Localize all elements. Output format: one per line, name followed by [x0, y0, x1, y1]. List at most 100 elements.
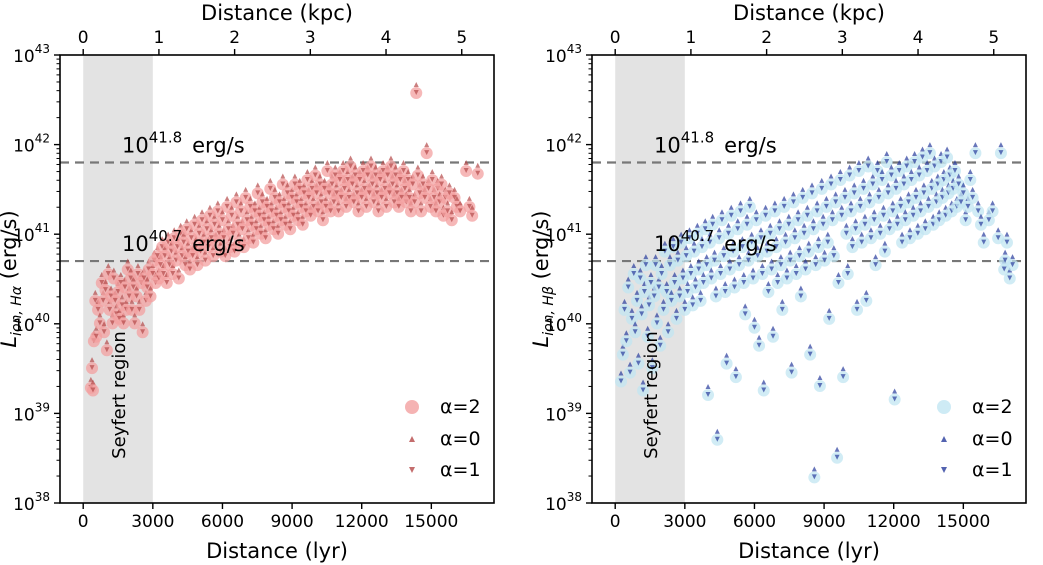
marker-alpha1-triangle	[653, 262, 659, 268]
marker-alpha1-triangle	[247, 203, 253, 209]
marker-alpha0-triangle	[664, 280, 670, 286]
marker-alpha1-triangle	[906, 199, 912, 205]
marker-alpha1-triangle	[230, 230, 236, 236]
threshold-label-base: 10	[122, 232, 149, 256]
marker-alpha1-triangle	[394, 190, 400, 196]
marker-alpha1-triangle	[374, 190, 380, 196]
marker-alpha1-triangle	[690, 302, 696, 308]
marker-alpha0-triangle	[705, 384, 711, 389]
marker-alpha1-triangle	[871, 217, 877, 223]
marker-alpha0-triangle	[659, 263, 665, 269]
marker-alpha1-triangle	[314, 190, 320, 196]
y-axis-label-subscript: ion, Hβ	[541, 286, 557, 336]
marker-alpha1-triangle	[424, 150, 430, 156]
marker-alpha0-triangle	[831, 245, 837, 251]
marker-alpha1-triangle	[102, 287, 108, 293]
marker-alpha1-triangle	[193, 244, 199, 250]
marker-alpha1-triangle	[859, 239, 865, 245]
y-tick-base: 10	[13, 405, 35, 425]
marker-alpha1-triangle	[758, 235, 764, 241]
marker-alpha1-triangle	[377, 176, 383, 182]
marker-alpha0-triangle	[847, 164, 853, 170]
marker-alpha0-triangle	[219, 209, 225, 215]
marker-alpha0-triangle	[677, 285, 683, 291]
marker-alpha1-triangle	[136, 306, 142, 312]
marker-alpha0-triangle	[884, 151, 890, 157]
y-axis-label: Lion, Hα (erg/s)	[0, 210, 25, 347]
marker-alpha1-triangle	[847, 172, 853, 178]
marker-alpha1-triangle	[383, 203, 389, 209]
marker-alpha1-triangle	[407, 194, 413, 200]
marker-alpha1-triangle	[245, 235, 251, 241]
marker-alpha0-triangle	[944, 146, 950, 152]
marker-alpha1-triangle	[206, 244, 212, 250]
y-axis-label: Lion, Hβ (erg/s)	[529, 211, 557, 348]
marker-alpha1-triangle	[361, 185, 367, 191]
marker-alpha1-triangle	[747, 203, 753, 209]
marker-alpha0-triangle	[863, 289, 869, 295]
marker-alpha1-triangle	[907, 235, 913, 241]
marker-alpha1-triangle	[778, 262, 784, 268]
marker-alpha0-triangle	[867, 191, 873, 197]
marker-alpha0-triangle	[854, 298, 860, 304]
marker-alpha1-triangle	[713, 293, 719, 299]
marker-alpha0-triangle	[819, 177, 825, 183]
marker-alpha0-triangle	[446, 182, 452, 188]
marker-alpha1-triangle	[885, 190, 891, 196]
marker-alpha1-triangle	[904, 163, 910, 169]
marker-alpha0-triangle	[304, 168, 310, 174]
marker-alpha0-triangle	[816, 236, 822, 242]
marker-alpha1-triangle	[229, 212, 235, 218]
x-tick-label: 9000	[802, 512, 845, 532]
marker-alpha0-triangle	[758, 227, 764, 233]
marker-alpha1-triangle	[727, 266, 733, 272]
marker-alpha0-triangle	[781, 195, 787, 201]
marker-alpha0-triangle	[368, 155, 374, 161]
marker-alpha0-triangle	[902, 209, 908, 215]
y-tick-exponent: 42	[567, 132, 582, 146]
marker-alpha1-triangle	[751, 324, 757, 330]
marker-alpha0-triangle	[910, 204, 916, 210]
marker-alpha1-triangle	[640, 387, 646, 393]
marker-alpha0-triangle	[284, 182, 290, 188]
threshold-label-unit: erg/s	[192, 232, 245, 256]
marker-alpha1-triangle	[908, 176, 914, 182]
marker-alpha1-triangle	[259, 199, 265, 205]
marker-alpha0-triangle	[769, 258, 775, 264]
marker-alpha0-triangle	[635, 352, 641, 358]
left-panel-h-alpha: 0 3000 6000 9000 12000 15000 Distance (lyr) 0 1 2…	[0, 1, 495, 563]
top-tick-label: 5	[456, 28, 467, 48]
marker-alpha1-triangle	[298, 203, 304, 209]
marker-alpha0-triangle	[784, 267, 790, 273]
marker-alpha1-triangle	[826, 315, 832, 321]
marker-alpha1-triangle	[772, 208, 778, 214]
marker-alpha1-triangle	[819, 185, 825, 191]
marker-alpha1-triangle	[823, 203, 829, 209]
top-tick-label: 5	[988, 28, 999, 48]
marker-alpha1-triangle	[781, 203, 787, 209]
marker-alpha1-triangle	[185, 248, 191, 254]
y-tick-base: 10	[13, 47, 35, 67]
marker-alpha0-triangle	[657, 334, 663, 340]
y-axis-label-subscript: ion, Hα	[9, 285, 25, 336]
marker-alpha0-triangle	[667, 254, 673, 260]
marker-alpha0-triangle	[128, 267, 134, 273]
marker-alpha1-triangle	[862, 221, 868, 227]
marker-alpha1-triangle	[300, 221, 306, 227]
marker-alpha0-triangle	[857, 195, 863, 201]
marker-alpha1-triangle	[99, 280, 105, 285]
marker-alpha0-triangle	[786, 213, 792, 219]
y-tick-exponent: 40	[35, 311, 50, 325]
threshold-label-exponent: 40.7	[681, 227, 714, 245]
marker-alpha0-triangle	[716, 227, 722, 233]
marker-alpha0-triangle	[975, 200, 981, 206]
marker-alpha1-triangle	[271, 226, 277, 232]
y-tick-base: 10	[545, 226, 567, 246]
marker-alpha0-triangle	[475, 162, 481, 168]
marker-alpha0-triangle	[880, 204, 886, 210]
marker-alpha1-triangle	[620, 351, 626, 357]
top-tick-label: 3	[305, 28, 316, 48]
marker-alpha1-triangle	[420, 181, 426, 187]
marker-alpha1-triangle	[691, 248, 697, 254]
marker-alpha1-triangle	[198, 248, 204, 254]
